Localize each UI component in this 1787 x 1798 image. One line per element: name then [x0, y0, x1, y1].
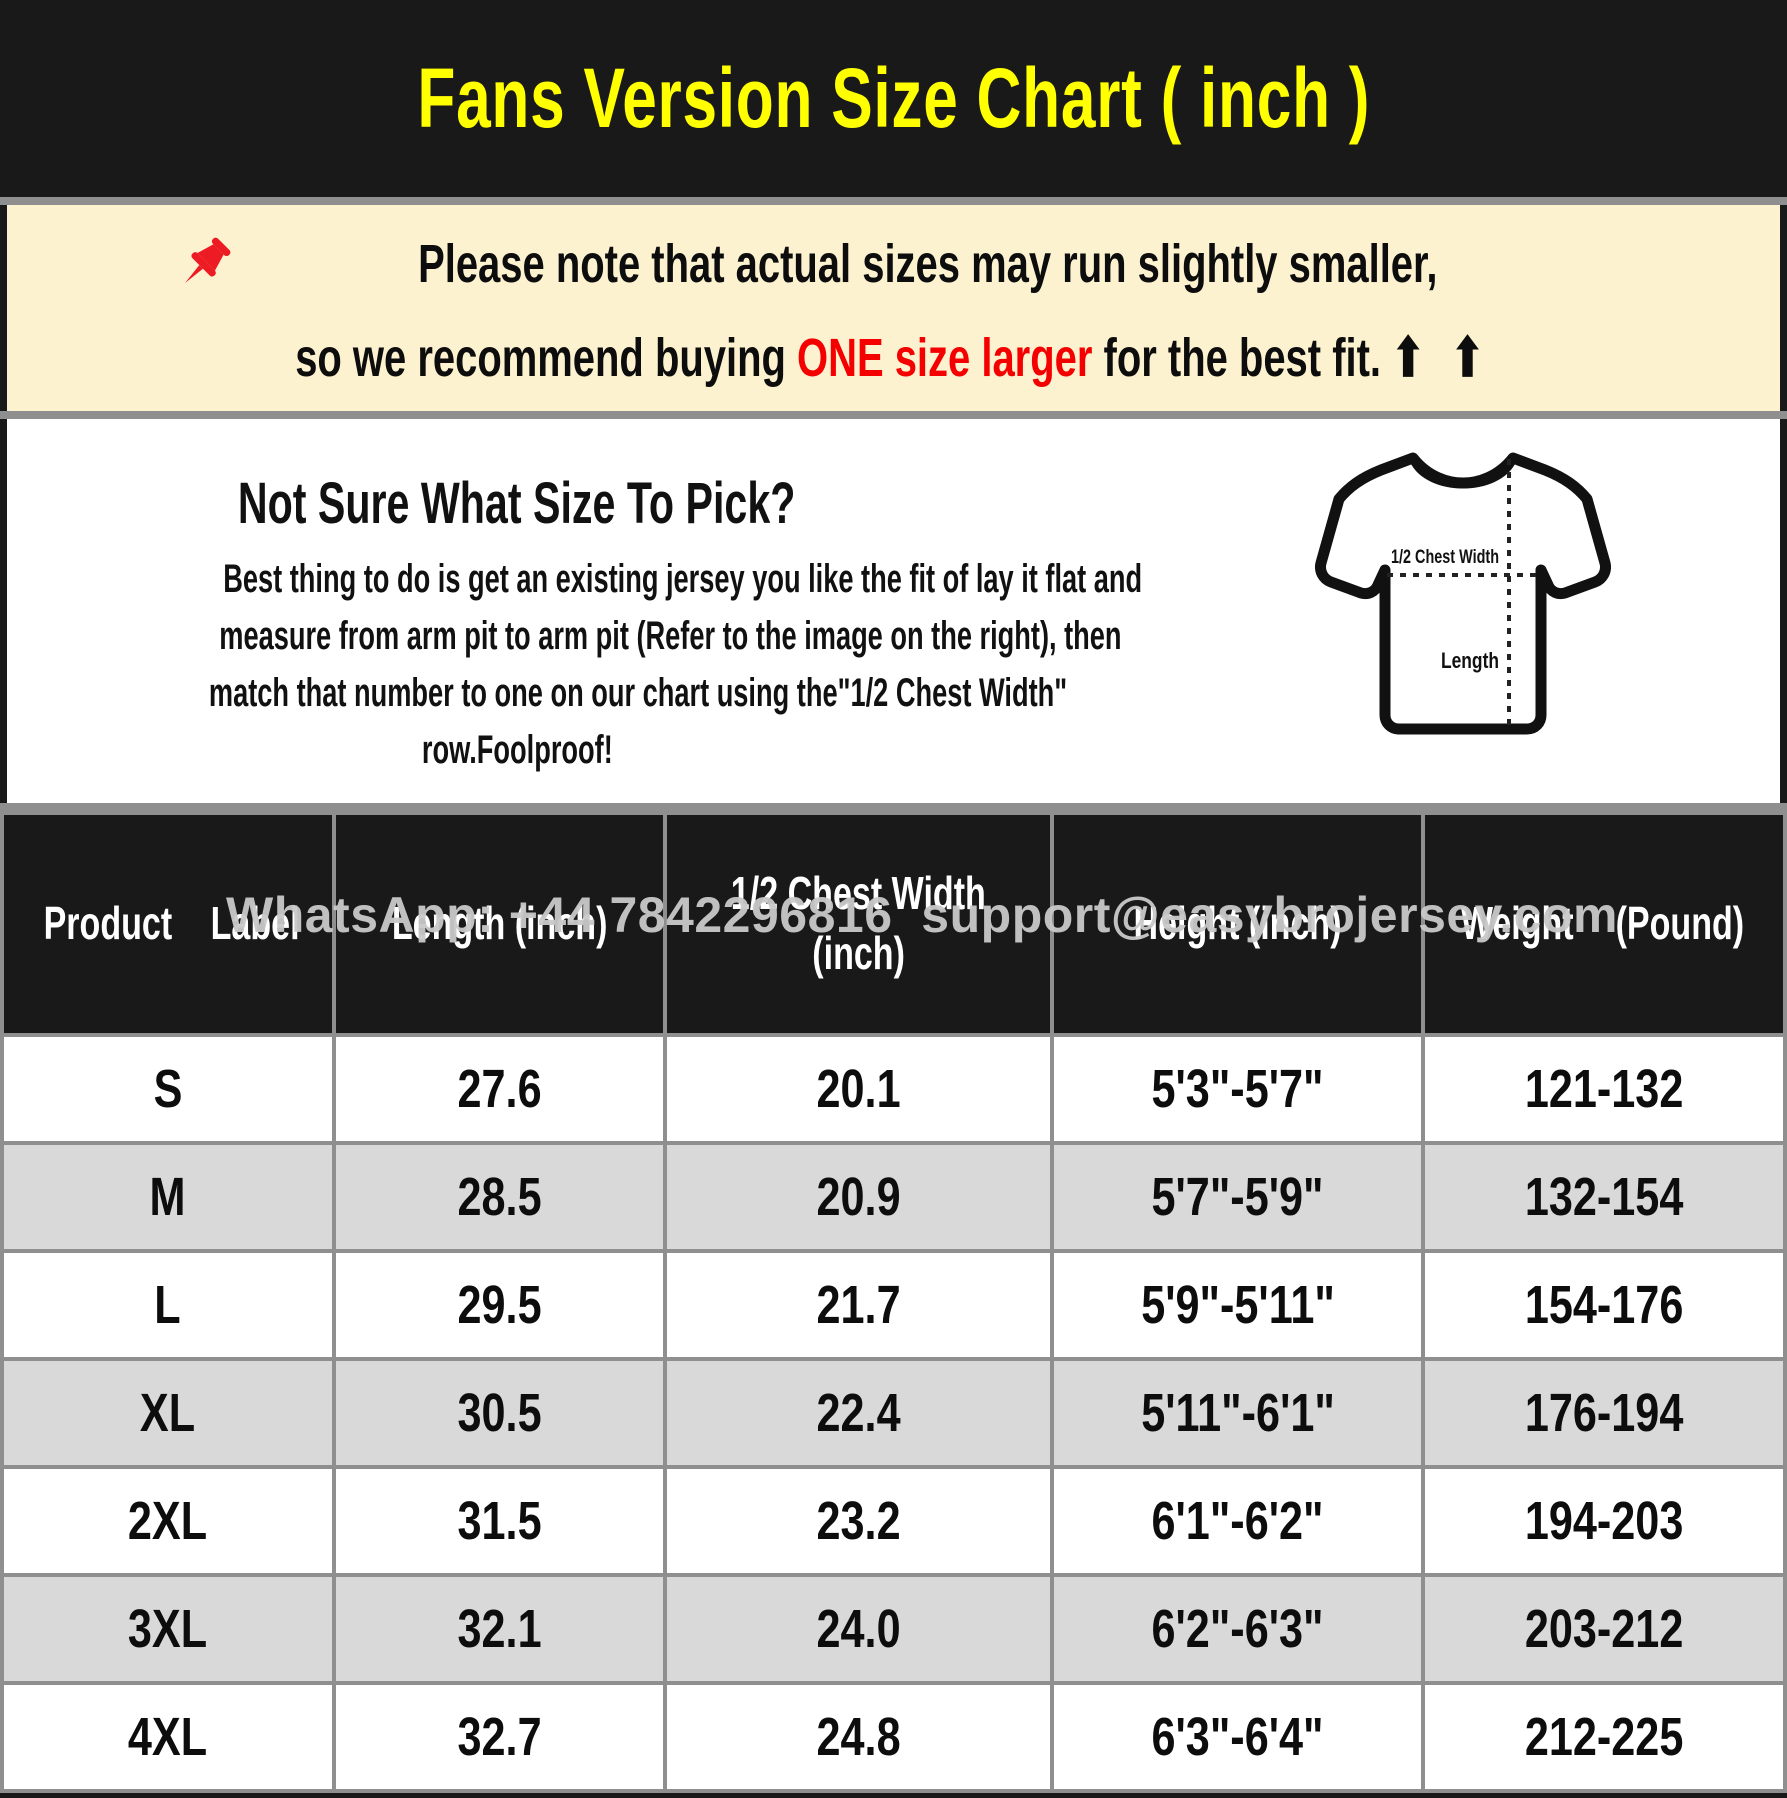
- note-line-1: Please note that actual sizes may run sl…: [171, 231, 1617, 297]
- size-table: Product Label Length (inch) 1/2 Chest Wid…: [0, 811, 1787, 1793]
- cell-weight: 212-225: [1421, 1681, 1787, 1793]
- cell-size: S: [0, 1033, 336, 1145]
- cell-size: M: [0, 1141, 336, 1253]
- cell-weight: 176-194: [1421, 1357, 1787, 1469]
- cell-weight: 132-154: [1421, 1141, 1787, 1253]
- cell-weight: 154-176: [1421, 1249, 1787, 1361]
- up-arrows-icon: ⬆ ⬆: [1391, 328, 1492, 388]
- note-text-2-prefix: so we recommend buying: [295, 328, 798, 388]
- cell-weight: 121-132: [1421, 1033, 1787, 1145]
- note-line-2: so we recommend buying ONE size larger f…: [85, 331, 1702, 385]
- pushpin-icon: [184, 237, 231, 283]
- cell-height: 6'3"-6'4": [1050, 1681, 1426, 1793]
- cell-size: 4XL: [0, 1681, 336, 1793]
- note-text-1: Please note that actual sizes may run sl…: [417, 234, 1438, 294]
- col-header-chest-width: 1/2 Chest Width(inch): [663, 811, 1055, 1037]
- note-band: Please note that actual sizes may run sl…: [7, 205, 1780, 411]
- cell-height: 5'7"-5'9": [1050, 1141, 1426, 1253]
- cell-chest: 20.1: [663, 1033, 1055, 1145]
- cell-chest: 22.4: [663, 1357, 1055, 1469]
- size-help-line: match that number to one on our chart us…: [208, 671, 1068, 715]
- cell-length: 32.1: [331, 1573, 668, 1685]
- cell-height: 5'3"-5'7": [1050, 1033, 1426, 1145]
- col-header-height: Height (inch): [1050, 811, 1426, 1037]
- chest-width-label: 1/2 Chest Width: [1391, 547, 1499, 568]
- cell-height: 5'9"-5'11": [1050, 1249, 1426, 1361]
- cell-height: 6'1"-6'2": [1050, 1465, 1426, 1577]
- cell-length: 32.7: [331, 1681, 668, 1793]
- cell-chest: 21.7: [663, 1249, 1055, 1361]
- table-row: 4XL 32.7 24.8 6'3"-6'4" 212-225: [0, 1681, 1787, 1793]
- page-title: Fans Version Size Chart ( inch ): [417, 51, 1370, 145]
- cell-size: 2XL: [0, 1465, 336, 1577]
- section-divider: [0, 197, 1787, 205]
- cell-size: XL: [0, 1357, 336, 1469]
- table-row: S 27.6 20.1 5'3"-5'7" 121-132: [0, 1033, 1787, 1145]
- cell-height: 5'11"-6'1": [1050, 1357, 1426, 1469]
- section-divider: [0, 803, 1787, 811]
- size-help-line: measure from arm pit to arm pit (Refer t…: [219, 614, 1122, 658]
- size-help-line: row.Foolproof!: [421, 728, 613, 772]
- cell-length: 29.5: [331, 1249, 668, 1361]
- tshirt-collar: [1409, 457, 1517, 489]
- table-row: 2XL 31.5 23.2 6'1"-6'2" 194-203: [0, 1465, 1787, 1577]
- col-header-product-label: Product Label: [0, 811, 336, 1037]
- tshirt-icon: 1/2 Chest Width Length: [1315, 452, 1611, 735]
- section-divider: [0, 411, 1787, 419]
- cell-chest: 24.8: [663, 1681, 1055, 1793]
- col-header-weight: Weight (Pound): [1421, 811, 1787, 1037]
- size-help-heading: Not Sure What Size To Pick?: [238, 471, 796, 536]
- table-row: 3XL 32.1 24.0 6'2"-6'3" 203-212: [0, 1573, 1787, 1685]
- cell-size: 3XL: [0, 1573, 336, 1685]
- cell-height: 6'2"-6'3": [1050, 1573, 1426, 1685]
- size-help-paragraph: Best thing to do is get an existing jers…: [7, 557, 1143, 772]
- tshirt-outline: [1315, 452, 1611, 735]
- cell-length: 28.5: [331, 1141, 668, 1253]
- cell-chest: 20.9: [663, 1141, 1055, 1253]
- cell-weight: 194-203: [1421, 1465, 1787, 1577]
- cell-weight: 203-212: [1421, 1573, 1787, 1685]
- cell-chest: 23.2: [663, 1465, 1055, 1577]
- size-help-band: Not Sure What Size To Pick? Best thing t…: [7, 419, 1780, 803]
- table-header-row: Product Label Length (inch) 1/2 Chest Wid…: [0, 811, 1787, 1037]
- watermark-text: WhatsApp: +44 7842296816 support@easybro…: [226, 887, 1618, 943]
- note-text-2: so we recommend buying ONE size larger f…: [295, 331, 1491, 385]
- size-help-text: Not Sure What Size To Pick? Best thing t…: [7, 419, 1143, 772]
- table-row: XL 30.5 22.4 5'11"-6'1" 176-194: [0, 1357, 1787, 1469]
- cell-length: 27.6: [331, 1033, 668, 1145]
- cell-size: L: [0, 1249, 336, 1361]
- cell-chest: 24.0: [663, 1573, 1055, 1685]
- table-row: L 29.5 21.7 5'9"-5'11" 154-176: [0, 1249, 1787, 1361]
- length-label: Length: [1441, 648, 1499, 673]
- cell-length: 30.5: [331, 1357, 668, 1469]
- note-text-2-suffix: for the best fit.: [1092, 328, 1382, 388]
- table-row: M 28.5 20.9 5'7"-5'9" 132-154: [0, 1141, 1787, 1253]
- tshirt-measure-diagram: 1/2 Chest Width Length: [1313, 443, 1613, 743]
- note-highlight: ONE size larger: [797, 328, 1093, 388]
- col-header-length: Length (inch): [331, 811, 668, 1037]
- size-help-line: Best thing to do is get an existing jers…: [223, 557, 1143, 601]
- title-band: Fans Version Size Chart ( inch ): [0, 0, 1787, 197]
- cell-length: 31.5: [331, 1465, 668, 1577]
